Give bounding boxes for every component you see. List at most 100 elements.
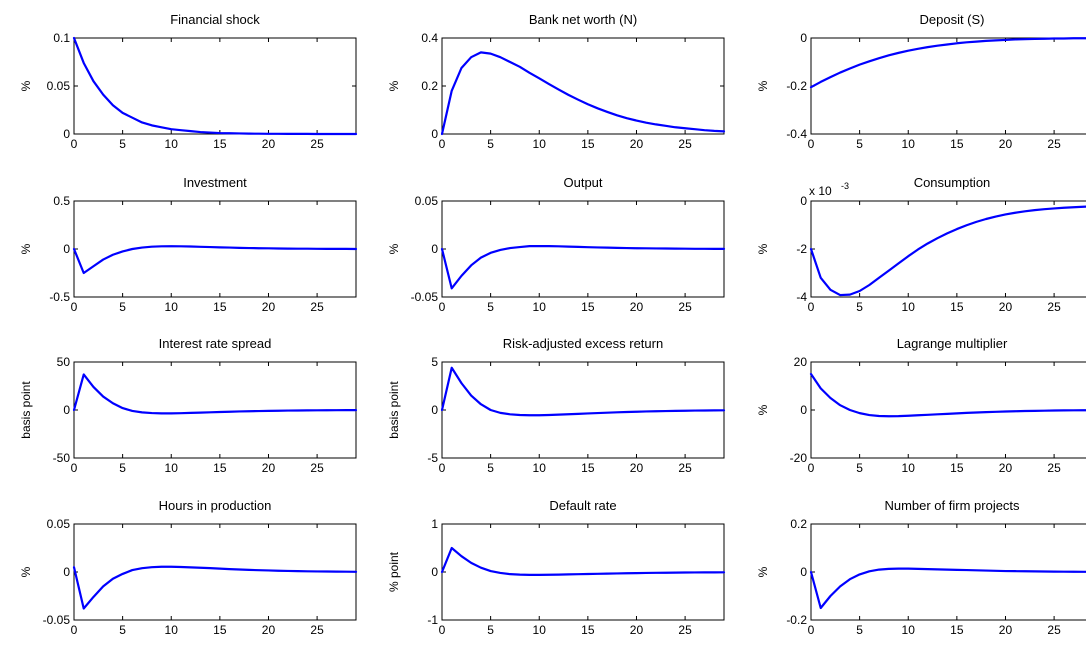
- y-tick-label: 0.2: [790, 517, 807, 531]
- x-tick-label: 20: [262, 461, 276, 475]
- y-tick-label: 0: [63, 403, 70, 417]
- y-axis-label: %: [756, 80, 770, 91]
- series-line: [440, 245, 726, 290]
- y-axis-label: %: [19, 80, 33, 91]
- y-tick-label: 0: [63, 565, 70, 579]
- x-tick-label: 15: [950, 300, 964, 314]
- y-axis-label: % point: [387, 551, 401, 592]
- x-tick-label: 10: [533, 300, 547, 314]
- axes-frame: [73, 37, 357, 135]
- y-tick-label: -50: [53, 451, 71, 465]
- x-tick-label: 10: [902, 137, 916, 151]
- x-tick-label: 25: [678, 137, 692, 151]
- panel-2: Deposit (S) 0 5 10 15 20 25 -0.4 -0.2 0%: [756, 12, 1086, 151]
- x-tick-label: 20: [630, 461, 644, 475]
- y-tick-label: -20: [790, 451, 808, 465]
- panel-title: Risk-adjusted excess return: [503, 336, 663, 351]
- x-tick-label: 20: [999, 300, 1013, 314]
- x-tick-label: 25: [310, 623, 324, 637]
- y-tick-label: -0.2: [786, 613, 807, 627]
- y-axis-label: basis point: [387, 381, 401, 439]
- y-tick-label: -2: [796, 242, 807, 256]
- panel-title: Bank net worth (N): [529, 12, 637, 27]
- y-tick-label: 1: [431, 517, 438, 531]
- x-tick-label: 20: [262, 623, 276, 637]
- exponent-label: x 10: [809, 184, 832, 198]
- y-tick-label: 0: [800, 565, 807, 579]
- x-tick-label: 15: [213, 137, 227, 151]
- x-tick-label: 15: [213, 300, 227, 314]
- y-tick-label: 0.1: [53, 31, 70, 45]
- x-tick-label: 0: [439, 300, 446, 314]
- x-tick-label: 5: [856, 461, 863, 475]
- y-tick-label: 0.05: [415, 194, 439, 208]
- x-tick-label: 10: [533, 623, 547, 637]
- x-tick-label: 20: [999, 461, 1013, 475]
- y-tick-label: 0: [800, 194, 807, 208]
- x-tick-label: 5: [119, 300, 126, 314]
- x-tick-label: 10: [902, 461, 916, 475]
- y-axis-label: %: [756, 243, 770, 254]
- panel-title: Consumption: [914, 175, 991, 190]
- x-tick-label: 5: [856, 137, 863, 151]
- x-tick-label: 15: [581, 623, 595, 637]
- y-axis-label: %: [387, 243, 401, 254]
- x-tick-label: 20: [630, 300, 644, 314]
- series-line: [72, 245, 358, 275]
- x-tick-label: 0: [439, 461, 446, 475]
- y-axis-label: basis point: [19, 381, 33, 439]
- x-tick-label: 20: [262, 137, 276, 151]
- y-tick-label: -5: [427, 451, 438, 465]
- x-tick-label: 25: [310, 137, 324, 151]
- x-tick-label: 25: [310, 461, 324, 475]
- y-tick-label: 0.4: [421, 31, 438, 45]
- y-tick-label: -0.4: [786, 127, 807, 141]
- y-tick-label: 0: [63, 242, 70, 256]
- panel-title: Output: [563, 175, 602, 190]
- exponent-power: -3: [841, 181, 849, 191]
- x-tick-label: 15: [950, 137, 964, 151]
- y-tick-label: 0: [431, 403, 438, 417]
- y-tick-label: -0.05: [411, 290, 439, 304]
- x-tick-label: 5: [119, 623, 126, 637]
- x-tick-label: 0: [439, 137, 446, 151]
- y-tick-label: -0.05: [43, 613, 71, 627]
- x-tick-label: 20: [630, 137, 644, 151]
- y-axis-label: %: [756, 566, 770, 577]
- x-tick-label: 0: [71, 623, 78, 637]
- x-tick-label: 0: [439, 623, 446, 637]
- panel-title: Investment: [183, 175, 247, 190]
- y-axis-label: %: [19, 566, 33, 577]
- x-tick-label: 15: [950, 461, 964, 475]
- x-tick-label: 10: [165, 623, 179, 637]
- x-tick-label: 10: [902, 623, 916, 637]
- x-tick-label: 15: [213, 623, 227, 637]
- x-tick-label: 10: [165, 137, 179, 151]
- y-tick-label: -0.2: [786, 79, 807, 93]
- x-tick-label: 25: [1047, 300, 1061, 314]
- y-tick-label: 0: [800, 403, 807, 417]
- x-tick-label: 5: [487, 137, 494, 151]
- x-tick-label: 5: [119, 137, 126, 151]
- y-tick-label: 0.05: [47, 517, 71, 531]
- panel-title: Financial shock: [170, 12, 260, 27]
- x-tick-label: 25: [310, 300, 324, 314]
- y-axis-label: %: [19, 243, 33, 254]
- y-tick-label: -4: [796, 290, 807, 304]
- x-tick-label: 5: [856, 623, 863, 637]
- y-tick-label: 0.05: [47, 79, 71, 93]
- y-tick-label: 0: [431, 242, 438, 256]
- x-tick-label: 15: [581, 300, 595, 314]
- axes-frame: [810, 200, 1086, 298]
- y-axis-label: %: [756, 404, 770, 415]
- y-tick-label: 0: [431, 565, 438, 579]
- panel-title: Hours in production: [159, 498, 272, 513]
- x-tick-label: 0: [808, 300, 815, 314]
- series-line: [809, 205, 1086, 297]
- x-tick-label: 15: [581, 137, 595, 151]
